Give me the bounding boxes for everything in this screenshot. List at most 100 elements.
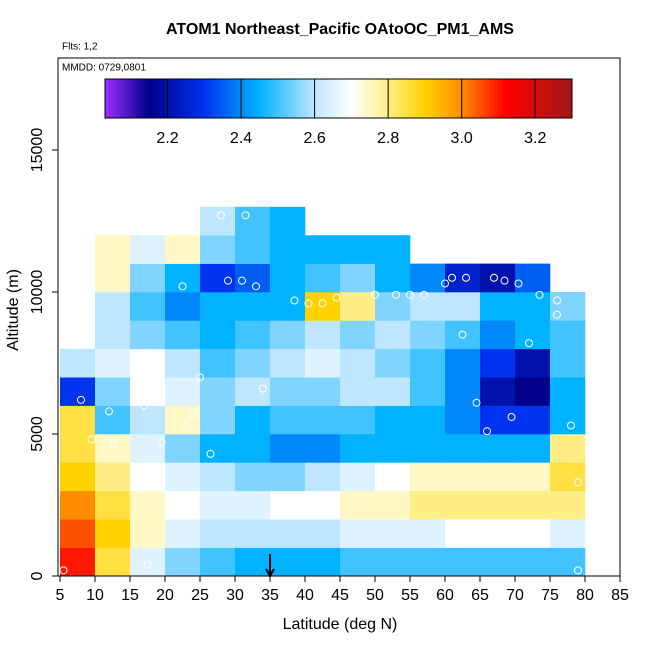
heatmap-cell [200, 405, 236, 435]
flight-point [318, 299, 327, 308]
heatmap-cell [550, 405, 586, 435]
heatmap-cell [165, 377, 201, 406]
heatmap-cell [375, 434, 411, 463]
colorbar-segment [311, 79, 316, 118]
heatmap-cell [60, 348, 96, 378]
colorbar-segment [424, 79, 429, 118]
colorbar-segment [120, 79, 125, 118]
colorbar-segment [466, 79, 472, 118]
colorbar-segment [229, 79, 234, 118]
heatmap-cell [130, 292, 166, 321]
colorbar-segment [159, 79, 164, 118]
heatmap-cell [95, 547, 131, 577]
heatmap-cell [200, 320, 236, 350]
flight-point [87, 435, 96, 444]
colorbar-segment [124, 79, 129, 118]
heatmap-cell [480, 519, 516, 548]
heatmap-cell [515, 547, 551, 577]
colorbar-segment [315, 79, 320, 118]
heatmap-cell [130, 405, 166, 435]
flight-point [406, 290, 414, 299]
colorbar-tick-label: 2.2 [156, 130, 178, 147]
colorbar-segment [357, 79, 363, 118]
flight-point [493, 251, 502, 260]
colorbar-segment [287, 79, 293, 118]
heatmap-cell [480, 434, 516, 463]
colorbar-segment [132, 79, 137, 118]
heatmap-cell [305, 490, 341, 520]
latitude-marker [265, 554, 275, 579]
x-tick-label: 60 [436, 587, 454, 604]
flight-point [182, 421, 190, 430]
heatmap-cell [410, 434, 446, 463]
heatmap-cell [200, 206, 236, 236]
colorbar-segment [435, 79, 441, 118]
flight-point [507, 412, 516, 421]
colorbar-segment [237, 79, 242, 118]
flight-point [252, 282, 260, 291]
colorbar-segment [373, 79, 378, 118]
heatmap-cell [550, 320, 586, 350]
colorbar-segment [346, 79, 351, 118]
heatmap-cell [340, 434, 376, 463]
heatmap-cell [305, 263, 341, 293]
x-tick-label: 40 [296, 587, 314, 604]
colorbar-segment [408, 79, 413, 118]
colorbar-segment [182, 79, 188, 118]
heatmap-cell [130, 434, 166, 463]
heatmap-cell [480, 462, 516, 492]
colorbar-segment [400, 79, 406, 118]
colorbar-frame [104, 78, 573, 119]
y-tick-label: 10000 [29, 270, 46, 315]
flight-point [525, 339, 533, 348]
heatmap-cell [550, 348, 586, 378]
heatmap-cell [375, 320, 411, 350]
flight-point [290, 296, 299, 305]
colorbar-segment [167, 79, 172, 118]
colorbar-segment [478, 79, 483, 118]
x-tick-label: 30 [226, 587, 244, 604]
colorbar-segment [276, 79, 281, 118]
flight-point [332, 293, 341, 302]
heatmap-cell [60, 405, 96, 435]
colorbar-segment [319, 79, 324, 118]
heatmap-cell [410, 263, 446, 293]
heatmap-cell [375, 405, 411, 435]
heatmap-cell [375, 235, 411, 264]
heatmap-cell [515, 320, 551, 350]
heatmap-cell [340, 348, 376, 378]
x-tick-label: 80 [576, 587, 594, 604]
heatmap-cell [445, 320, 481, 350]
colorbar-segment [206, 79, 211, 118]
colorbar-segment [548, 79, 554, 118]
heatmap-cell [200, 490, 236, 520]
colorbar-segment [295, 79, 301, 118]
heatmap-cell [410, 405, 446, 435]
flight-point [259, 384, 267, 393]
colorbar-segment [490, 79, 495, 118]
colorbar-segment [470, 79, 476, 118]
heatmap-cell [445, 292, 481, 321]
heatmap-cell [235, 405, 271, 435]
heatmap-cell [550, 547, 586, 577]
colorbar-segment [396, 79, 402, 118]
colorbar-segment [416, 79, 421, 118]
colorbar-segment [198, 79, 203, 118]
heatmap-cell [375, 377, 411, 406]
flight-point [105, 407, 113, 416]
chart-title: ATOM1 Northeast_Pacific OAtoOC_PM1_AMS [166, 21, 514, 38]
heatmap-cell [270, 292, 306, 321]
colorbar-segment [517, 79, 522, 118]
colorbar-segment [505, 79, 511, 118]
colorbar-segment [525, 79, 530, 118]
heatmap-cell [550, 377, 586, 406]
heatmap-cell [165, 490, 201, 520]
colorbar-tick-label: 2.6 [303, 130, 325, 147]
colorbar-segment [451, 79, 456, 118]
flight-point [514, 279, 523, 288]
heatmap-cell [305, 235, 341, 264]
colorbar-segment [194, 79, 199, 118]
heatmap-cell [130, 348, 166, 378]
colorbar-segment [560, 79, 565, 118]
colorbar-tick-label: 2.4 [230, 130, 252, 147]
